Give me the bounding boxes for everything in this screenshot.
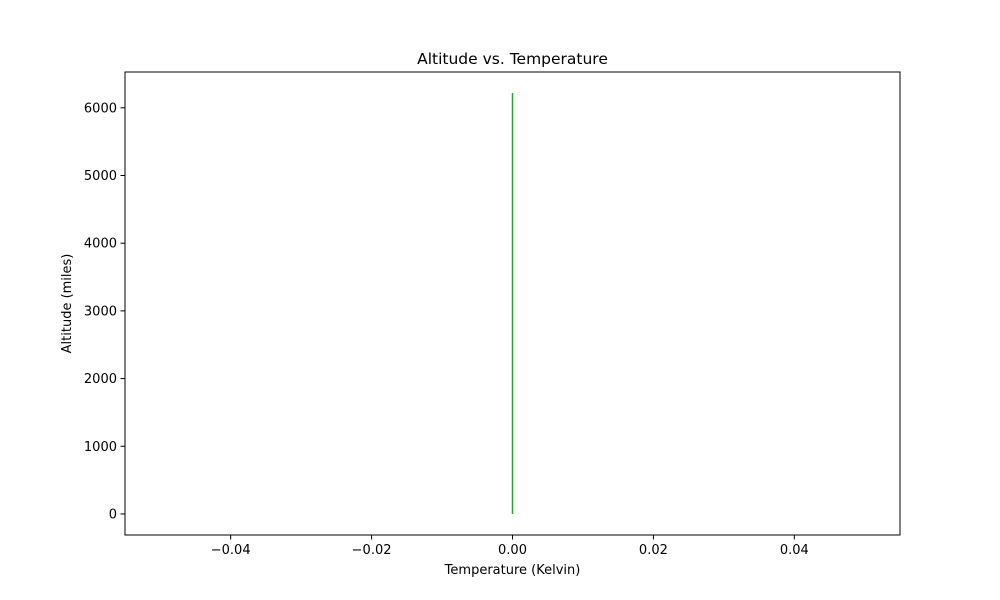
x-tick-label: 0.04	[780, 543, 809, 558]
y-tick-label: 2000	[84, 372, 117, 387]
y-tick-label: 5000	[84, 169, 117, 184]
y-tick-label: 4000	[84, 237, 117, 252]
y-tick-label: 3000	[84, 304, 117, 319]
x-tick-label: 0.02	[639, 543, 668, 558]
y-tick-label: 1000	[84, 440, 117, 455]
chart-title: Altitude vs. Temperature	[417, 50, 608, 68]
y-tick-label: 6000	[84, 101, 117, 116]
x-axis-label: Temperature (Kelvin)	[444, 563, 581, 578]
plot-area-frame	[124, 71, 901, 536]
x-axis: −0.04 −0.02 0.00 0.02 0.04	[211, 535, 809, 558]
x-tick-label: −0.02	[352, 543, 392, 558]
y-tick-label: 0	[109, 507, 117, 522]
y-axis: 0 1000 2000 3000 4000 5000 6000	[84, 101, 125, 522]
x-tick-label: 0.00	[498, 543, 527, 558]
y-axis-label: Altitude (miles)	[60, 254, 75, 354]
x-tick-label: −0.04	[211, 543, 251, 558]
